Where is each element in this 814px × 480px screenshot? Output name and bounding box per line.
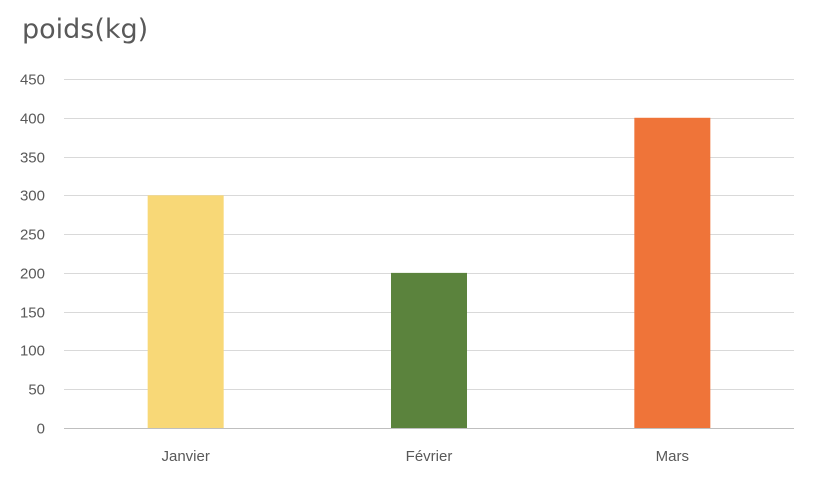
y-axis-ticks: 0 50 100 150 200 250 300 350 400 450 [20,72,45,438]
bar-janvier [147,195,224,428]
y-tick-label: 400 [20,111,45,128]
x-category-label: Mars [656,448,689,465]
x-category-label: Février [406,448,453,465]
bars [147,117,711,429]
y-tick-label: 0 [37,421,45,438]
chart-title: poids(kg) [22,14,149,45]
y-tick-label: 300 [20,188,45,205]
x-axis-labels: Janvier Février Mars [161,448,689,465]
y-tick-label: 350 [20,150,45,167]
x-category-label: Janvier [161,448,209,465]
y-tick-label: 100 [20,343,45,360]
y-tick-label: 150 [20,305,45,322]
y-tick-label: 50 [28,382,45,399]
y-tick-label: 450 [20,72,45,89]
bar-février [391,272,467,428]
y-tick-label: 250 [20,227,45,244]
bar-mars [634,117,711,429]
y-tick-label: 200 [20,266,45,283]
